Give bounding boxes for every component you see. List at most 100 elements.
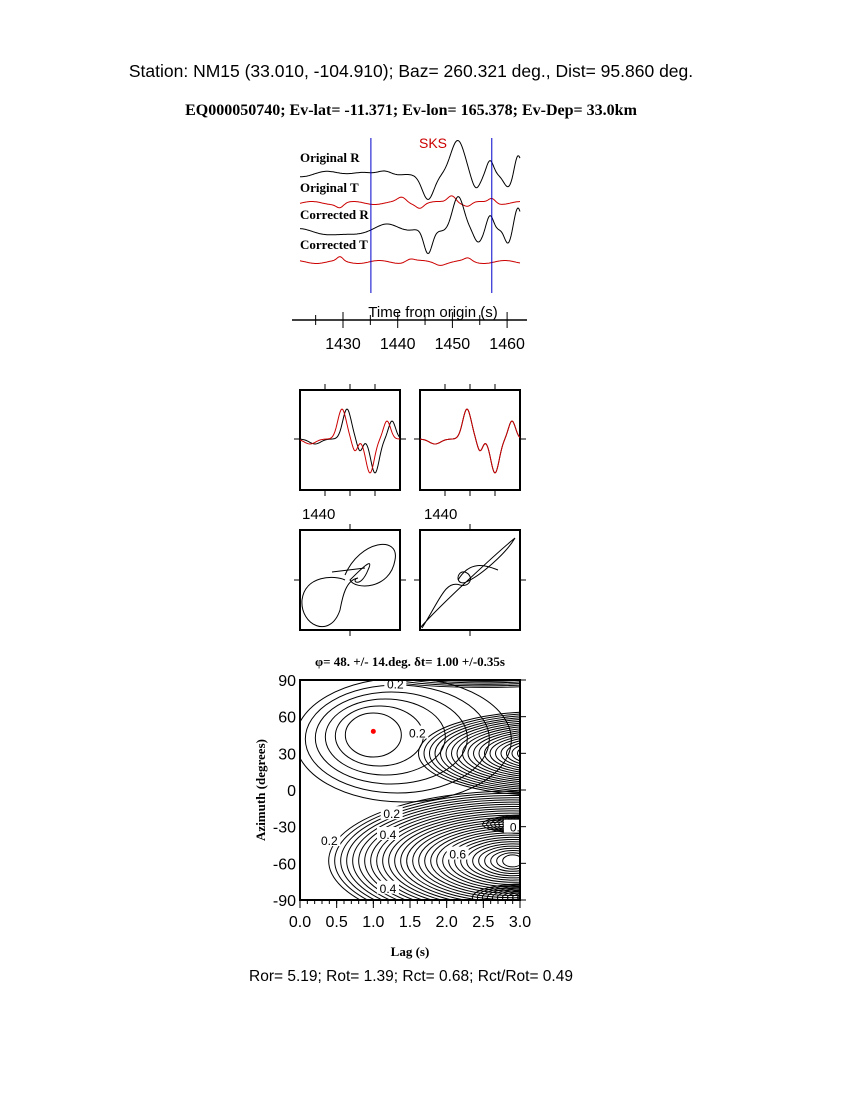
panel-tick-label-right: 1440 <box>424 506 457 523</box>
contour-line <box>448 834 520 888</box>
x-tick-label: 1.5 <box>399 914 421 931</box>
waveform-panels: 1440 1440 <box>294 384 526 636</box>
contour-line <box>451 722 520 784</box>
y-tick-label: 30 <box>278 746 296 763</box>
x-tick-label: 0.5 <box>326 914 348 931</box>
contour-label: 0.2 <box>321 834 338 848</box>
contour-line <box>300 680 512 803</box>
contour-line <box>429 715 520 792</box>
contour-line <box>467 728 520 779</box>
contour-line <box>489 736 520 771</box>
particle-motion-corrected <box>419 537 516 629</box>
contour-line <box>423 713 520 794</box>
y-tick-label: -90 <box>273 893 296 910</box>
contour-line <box>502 854 520 868</box>
trace-corrected-r <box>299 196 521 255</box>
particle-motion-corrected-segment <box>457 565 499 581</box>
contour-line <box>407 680 520 685</box>
y-axis-label: Azimuth (degrees) <box>253 739 268 841</box>
contour-line <box>490 815 520 833</box>
contour-line <box>440 719 520 788</box>
contour-line <box>418 711 520 795</box>
contour-line <box>344 712 402 758</box>
label-original-t: Original T <box>300 180 359 195</box>
contour-line <box>379 680 520 688</box>
contour-label: 0.2 <box>387 678 404 692</box>
contour-label: 0.2 <box>383 807 400 821</box>
contour-label-bg <box>446 846 469 860</box>
contour-line <box>358 801 520 900</box>
contour-line <box>364 803 520 900</box>
contour-line <box>486 887 520 900</box>
time-tick-label: 1430 <box>325 336 361 353</box>
contour-line <box>439 680 520 682</box>
panel-original-waveforms <box>299 389 401 491</box>
contour-line <box>501 890 520 900</box>
best-fit-point <box>370 728 376 734</box>
panel-corrected-transverse <box>419 408 521 474</box>
contour-label: 0.2 <box>409 727 426 741</box>
contour-line <box>340 795 520 900</box>
contour-label-bg <box>377 827 399 840</box>
contour-label: 0.6 <box>449 848 466 862</box>
contour-line <box>370 806 520 900</box>
time-tick-label: 1460 <box>489 336 525 353</box>
contour-line <box>328 790 520 900</box>
x-tick-label: 2.0 <box>436 914 458 931</box>
contour-line <box>382 810 520 900</box>
trace-panel: SKS Original R Original T Corrected R Co… <box>292 135 527 353</box>
panel-original-particle-motion <box>299 529 401 631</box>
contour-line <box>346 797 520 900</box>
y-tick-label: -30 <box>273 820 296 837</box>
contour-line <box>352 799 520 900</box>
contour-line <box>473 730 520 777</box>
time-axis-label: Time from origin (s) <box>368 304 497 321</box>
contour-line <box>476 884 520 900</box>
panel-original-radial <box>299 408 401 474</box>
contour-line <box>434 717 520 790</box>
station-line: Station: NM15 (33.010, -104.910); Baz= 2… <box>129 61 693 81</box>
contour-line <box>491 888 520 900</box>
contour-label: 0.4 <box>380 882 397 896</box>
contour-line <box>460 838 520 883</box>
contour-label-bg <box>318 833 341 847</box>
contour-line <box>481 885 520 900</box>
time-tick-label: 1440 <box>380 336 416 353</box>
contour-line <box>495 738 520 769</box>
contour-line <box>529 748 556 760</box>
label-corrected-r: Corrected R <box>300 207 369 222</box>
contour-line <box>466 841 520 881</box>
contour-chart: φ= 48. +/- 14.deg. δt= 1.00 +/-0.35s 0.2… <box>253 654 556 959</box>
plot-frame <box>299 679 521 901</box>
contour-line <box>393 680 520 687</box>
contour-line <box>472 843 520 879</box>
contour-line <box>388 812 520 900</box>
x-tick-label: 2.5 <box>472 914 494 931</box>
contour-line <box>511 893 520 900</box>
contour-line <box>506 892 520 900</box>
contour-line <box>334 792 520 900</box>
contour-line <box>422 680 520 684</box>
contour-label-bg <box>380 806 403 820</box>
label-original-r: Original R <box>300 150 360 165</box>
time-tick-label: 1450 <box>435 336 471 353</box>
contour-line <box>527 822 543 826</box>
contour-label: 0.4 <box>380 828 397 842</box>
contour-line <box>462 726 520 781</box>
particle-motion-original <box>301 544 396 628</box>
phase-label: SKS <box>419 135 447 151</box>
ratio-summary: Ror= 5.19; Rot= 1.39; Rct= 0.68; Rct/Rot… <box>249 968 573 985</box>
x-tick-label: 3.0 <box>509 914 531 931</box>
contour-line <box>484 847 520 874</box>
event-line: EQ000050740; Ev-lat= -11.371; Ev-lon= 16… <box>185 102 637 119</box>
contour-line <box>445 720 520 786</box>
y-tick-label: 60 <box>278 710 296 727</box>
contour-line <box>494 816 520 832</box>
chart-title: φ= 48. +/- 14.deg. δt= 1.00 +/-0.35s <box>315 654 505 669</box>
contour-line <box>517 748 520 759</box>
contour-line <box>453 671 513 677</box>
y-tick-label: 90 <box>278 673 296 690</box>
contour-line <box>471 883 520 900</box>
panel-corrected-waveforms <box>419 389 521 491</box>
